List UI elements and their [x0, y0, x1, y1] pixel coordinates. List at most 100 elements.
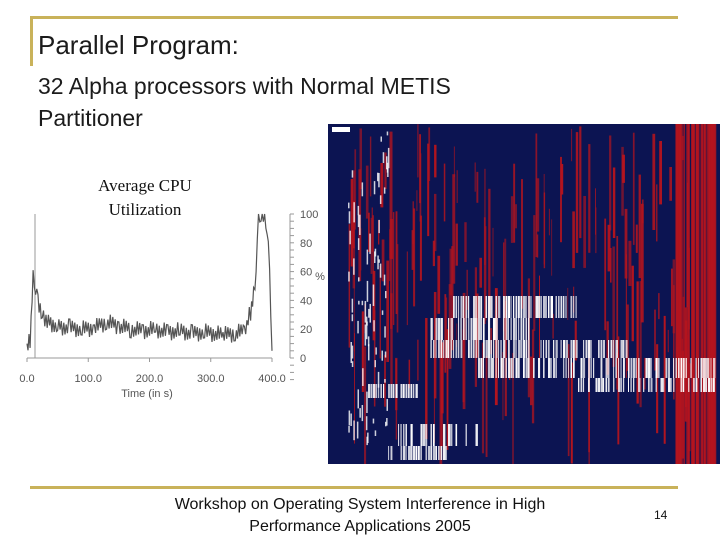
heatmap-cell	[451, 246, 454, 351]
heatmap-cell	[567, 344, 570, 457]
heatmap-cell	[453, 296, 455, 318]
heatmap-cell	[390, 293, 393, 385]
heatmap-cell	[633, 358, 635, 378]
heatmap-cell	[455, 340, 458, 358]
heatmap-cell	[543, 296, 546, 318]
heatmap-cell	[389, 229, 391, 282]
heatmap-cell	[663, 378, 665, 392]
heatmap-cell	[438, 446, 440, 460]
heatmap-cell	[609, 135, 612, 231]
heatmap-cell	[395, 211, 398, 314]
heatmap-cell	[396, 244, 399, 333]
heatmap-cell	[695, 358, 697, 378]
heatmap-cell	[679, 124, 683, 464]
heatmap-cell	[508, 318, 509, 340]
heatmap-cell	[372, 215, 374, 329]
heatmap-cell	[417, 124, 419, 178]
heatmap-cell	[364, 324, 367, 346]
heatmap-cell	[628, 378, 629, 392]
heatmap-cell	[374, 251, 376, 263]
heatmap-cell	[406, 251, 408, 326]
heatmap-cell	[588, 341, 590, 453]
heatmap-cell	[464, 222, 467, 262]
heatmap-cell	[612, 246, 615, 367]
heatmap-cell	[603, 378, 605, 392]
heatmap-cell	[548, 208, 550, 236]
heatmap-cell	[538, 358, 541, 378]
heatmap-cell	[528, 358, 530, 378]
heatmap-cell	[485, 356, 488, 457]
heatmap-cell	[358, 300, 360, 305]
heatmap-cell	[638, 358, 640, 378]
heatmap-cell	[515, 204, 517, 229]
heatmap-cell	[366, 249, 369, 265]
heatmap-cell	[623, 378, 625, 392]
heatmap-cell	[613, 378, 615, 392]
heatmap-cell	[403, 446, 406, 460]
y-tick-label: 100	[300, 209, 318, 221]
heatmap-cell	[518, 358, 520, 378]
heatmap-cell	[474, 162, 476, 192]
heatmap-cell	[370, 217, 373, 274]
heatmap-cell	[607, 224, 611, 272]
heatmap-cell	[373, 320, 375, 332]
heatmap-cell	[583, 358, 586, 378]
heatmap-cell	[350, 179, 354, 267]
heatmap-cell	[630, 378, 632, 392]
x-tick-label: 200.0	[136, 373, 164, 385]
heatmap-cell	[356, 421, 359, 439]
heatmap-cell	[420, 446, 422, 460]
heatmap-cell	[419, 215, 422, 281]
heatmap-cell	[364, 301, 367, 323]
heatmap-cell	[465, 424, 467, 446]
heatmap-cell	[372, 284, 375, 306]
heatmap-cell	[528, 340, 530, 358]
heatmap-cell	[505, 296, 508, 318]
heatmap-cell	[510, 196, 514, 243]
heatmap-cell	[675, 124, 678, 464]
heatmap-cell	[351, 314, 354, 322]
heatmap-cell	[359, 408, 361, 418]
heatmap-cell	[468, 318, 470, 340]
heatmap-cell	[366, 391, 368, 413]
heatmap-cell	[444, 294, 447, 373]
heatmap-cell	[685, 358, 687, 378]
heatmap-cell	[448, 284, 452, 369]
heatmap-cell	[456, 323, 458, 348]
heatmap-cell	[573, 296, 575, 318]
heatmap-cell	[624, 208, 628, 279]
processor-activity-heatmap	[328, 124, 720, 464]
heatmap-cell	[588, 340, 591, 358]
heatmap-cell	[523, 318, 525, 340]
heatmap-cell	[433, 446, 436, 460]
heatmap-cell	[575, 296, 577, 318]
heatmap-cell	[380, 136, 382, 142]
heatmap-cell	[403, 384, 405, 398]
heatmap-cell	[475, 340, 478, 358]
heatmap-cell	[378, 384, 380, 398]
heatmap-cell	[380, 384, 382, 398]
x-tick-label: 400.0	[258, 373, 286, 385]
heatmap-cell	[479, 257, 482, 288]
heatmap-cell	[368, 344, 370, 361]
heatmap-cell	[555, 358, 557, 378]
heatmap-cell	[485, 226, 487, 321]
heatmap-cell	[595, 378, 598, 392]
heatmap-cell	[583, 340, 585, 358]
heatmap-cell	[405, 424, 407, 446]
heatmap-cell	[548, 340, 550, 358]
heatmap-cell	[392, 212, 395, 325]
heatmap-cell	[503, 358, 505, 378]
heatmap-cell	[492, 227, 494, 277]
heatmap-cell	[475, 296, 478, 318]
heatmap-cell	[678, 358, 680, 378]
heatmap-cell	[616, 236, 619, 349]
heatmap-cell	[405, 446, 407, 460]
heatmap-cell	[503, 318, 505, 340]
heatmap-cell	[378, 259, 380, 263]
heatmap-cell	[478, 318, 481, 340]
heatmap-cell	[348, 224, 351, 348]
heatmap-cell	[348, 410, 351, 426]
heatmap-cell	[665, 358, 668, 378]
heatmap-cell	[475, 318, 478, 340]
